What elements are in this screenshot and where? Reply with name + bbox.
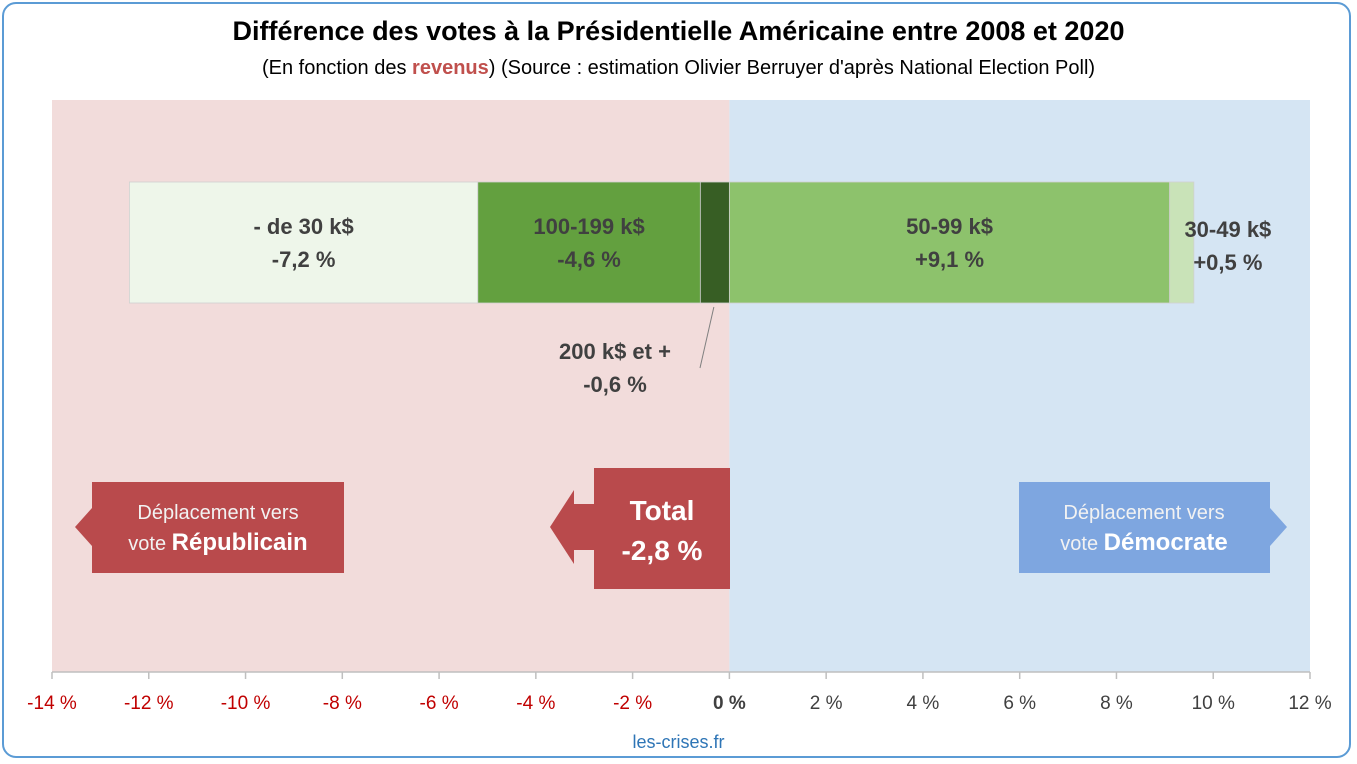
x-tick-label: -14 % — [27, 693, 77, 714]
x-tick-label: -2 % — [613, 693, 652, 714]
x-tick-label: -10 % — [221, 693, 271, 714]
x-tick-label: 0 % — [713, 693, 746, 714]
democrat-box — [1019, 482, 1270, 573]
x-tick-label: -8 % — [323, 693, 362, 714]
leader-line — [699, 306, 715, 369]
bar-segment — [699, 181, 730, 304]
bar-segment — [129, 181, 479, 304]
segment-category-label: 200 k$ et + — [559, 339, 671, 364]
x-tick-label: -6 % — [420, 693, 459, 714]
bar-segment — [477, 181, 701, 304]
subtitle-pre: (En fonction des — [261, 57, 413, 79]
democrat-box-line1: Déplacement vers — [1063, 502, 1224, 524]
x-tick-label: 12 % — [1288, 693, 1331, 714]
segment-value-label: -4,6 % — [557, 247, 621, 272]
segment-labels: - de 30 k$ -7,2 % 100-199 k$ -4,6 % 50-99 k$… — [253, 214, 1271, 397]
segment-category-label: - de 30 k$ — [253, 214, 353, 239]
segment-value-label: -7,2 % — [272, 247, 336, 272]
segment-value-label: +0,5 % — [1193, 250, 1262, 275]
republican-box — [92, 482, 344, 573]
segment-category-label: 50-99 k$ — [906, 214, 993, 239]
x-tick-label: -4 % — [516, 693, 555, 714]
republican-box-bold: Républicain — [172, 529, 308, 556]
x-tick-label: 4 % — [907, 693, 940, 714]
total-box — [594, 468, 730, 589]
total-value: -2,8 % — [622, 535, 703, 566]
total-label: Total — [630, 495, 695, 526]
x-tick-label: 10 % — [1192, 693, 1235, 714]
segment-value-label: +9,1 % — [915, 247, 984, 272]
democrat-arrow — [1270, 508, 1287, 546]
republican-box-line2: vote Républicain — [128, 529, 307, 556]
bar-segments — [129, 181, 1195, 304]
bar-segment — [728, 181, 1171, 304]
subtitle-highlight: revenus — [412, 57, 489, 79]
x-tick-label: -12 % — [124, 693, 174, 714]
annotation-boxes: Déplacement vers vote Républicain Déplacem… — [75, 468, 1287, 589]
subtitle-post: ) (Source : estimation Olivier Berruyer … — [488, 57, 1096, 79]
segment-value-label: -0,6 % — [583, 372, 647, 397]
x-tick-label: 6 % — [1003, 693, 1036, 714]
x-tick-label: 8 % — [1100, 693, 1133, 714]
republican-box-line1: Déplacement vers — [137, 502, 298, 524]
bar-segment — [1169, 181, 1195, 304]
chart-subtitle: (En fonction des revenus) (Source : esti… — [0, 57, 1357, 80]
democrat-box-line2: vote Démocrate — [1060, 529, 1227, 556]
democrat-box-prefix: vote — [1060, 533, 1103, 555]
republican-box-prefix: vote — [128, 533, 171, 555]
total-arrow — [550, 490, 594, 564]
footer-source: les-crises.fr — [632, 732, 725, 752]
x-axis: -14 % -12 % -10 % -8 % -6 % -4 % -2 % 0 % 2 % 4 %… — [27, 671, 1332, 714]
segment-category-label: 100-199 k$ — [533, 214, 644, 239]
segment-category-label: 30-49 k$ — [1184, 217, 1271, 242]
republican-arrow — [75, 508, 92, 546]
chart-title: Différence des votes à la Présidentielle… — [232, 16, 1125, 46]
democrat-box-bold: Démocrate — [1104, 529, 1228, 556]
x-tick-label: 2 % — [810, 693, 843, 714]
